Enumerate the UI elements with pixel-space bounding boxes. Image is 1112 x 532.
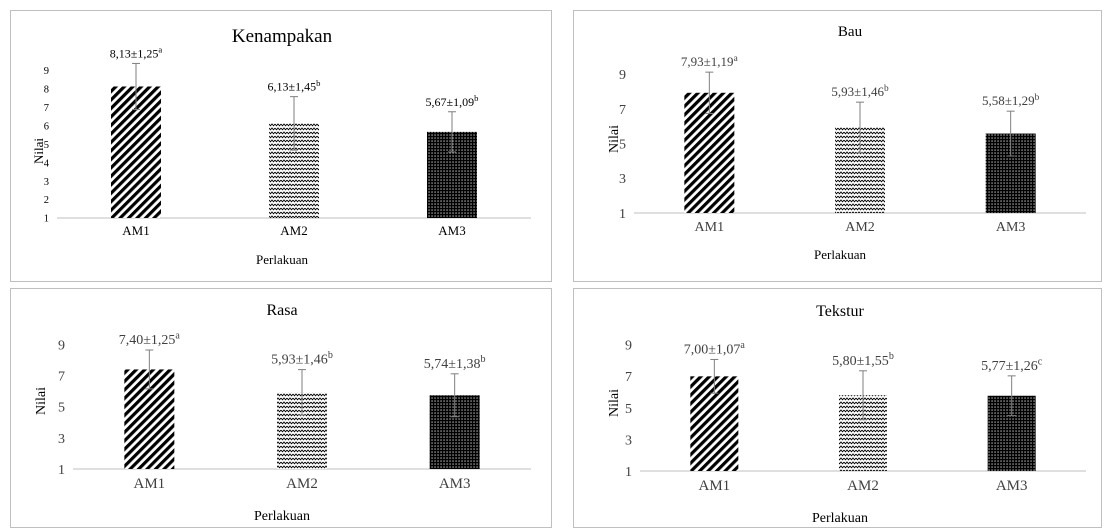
x-tick-label: AM2 [280,223,307,238]
x-tick-label: AM1 [698,478,730,494]
chart-panel-bau: Bau Perlakuan Nilai 1 3 5 7 9 7,93±1,19a AM1 5,… [573,10,1102,282]
data-label: 7,00±1,07a [684,340,746,358]
x-tick-label: AM1 [133,476,165,492]
significance-letter: a [158,45,162,55]
chart-bau: Bau Perlakuan Nilai 1 3 5 7 9 7,93±1,19a AM1 5,… [607,24,1086,262]
y-tick-label: 5 [619,138,626,153]
data-label: 6,13±1,45b [268,78,321,94]
y-tick-label: 3 [619,172,626,187]
y-tick-label: 5 [58,401,65,416]
chart-kenampakan: Kenampakan Perlakuan Nilai 1 2 3 4 5 6 7 8 9 8,13… [31,26,531,267]
y-tick-label: 9 [625,339,632,354]
data-label: 5,67±1,09b [426,93,479,109]
significance-letter: b [889,351,894,362]
data-label: 5,74±1,38b [424,354,486,372]
y-tick-label: 9 [44,66,49,77]
chart-title: Kenampakan [232,26,333,47]
x-tick-label: AM1 [122,223,149,238]
data-label: 5,80±1,55b [832,351,894,369]
plot-area: 1 2 3 4 5 6 7 8 9 8,13±1,25a AM1 6,13±1,45b AM2 5,67±… [44,45,531,238]
plot-area: 1 3 5 7 9 7,93±1,19a AM1 5,93±1,46b AM2 5,58±1,29… [619,54,1086,235]
significance-letter: a [740,340,745,351]
plot-area: 1 3 5 7 9 7,40±1,25a AM1 5,93±1,46b AM2 5,74±1,38… [58,330,531,492]
y-tick-label: 9 [58,338,65,353]
chart-title: Rasa [266,302,297,319]
data-label: 5,58±1,29b [982,93,1040,108]
x-tick-label: AM2 [286,476,318,492]
significance-letter: a [175,330,180,341]
x-tick-label: AM3 [438,223,465,238]
chart-title: Bau [838,24,863,40]
x-axis-label: Perlakuan [256,252,308,267]
data-label: 5,93±1,46b [271,350,333,368]
significance-letter: b [474,93,478,103]
chart-panel-tekstur: Tekstur Perlakuan Nilai 1 3 5 7 9 7,00±1,07a A… [573,288,1102,528]
y-tick-label: 3 [625,433,632,448]
y-tick-label: 1 [44,214,49,225]
y-tick-label: 4 [44,158,50,169]
x-tick-label: AM3 [439,476,471,492]
y-tick-label: 2 [44,195,49,206]
x-tick-label: AM3 [996,220,1026,235]
significance-letter: b [884,84,889,94]
y-axis-label: Nilai [34,387,49,415]
chart-panel-rasa: Rasa Perlakuan Nilai 1 3 5 7 9 7,40±1,25a AM1 5… [10,288,552,528]
significance-letter: c [1038,356,1043,367]
y-axis-label: Nilai [31,138,46,164]
x-axis-label: Perlakuan [814,247,866,262]
y-tick-label: 1 [619,207,626,222]
data-label: 7,40±1,25a [119,330,181,348]
data-label: 5,93±1,46b [831,84,889,99]
y-tick-label: 9 [619,68,626,83]
data-label: 8,13±1,25a [110,45,163,61]
x-tick-label: AM2 [845,220,875,235]
x-tick-label: AM3 [996,478,1028,494]
significance-letter: b [316,78,320,88]
y-tick-label: 6 [44,121,49,132]
significance-letter: b [1035,93,1040,103]
y-tick-label: 7 [625,370,632,385]
y-axis-label: Nilai [607,389,622,417]
significance-letter: b [328,350,333,361]
chart-tekstur: Tekstur Perlakuan Nilai 1 3 5 7 9 7,00±1,07a A… [607,303,1086,526]
significance-letter: a [734,54,739,64]
y-tick-label: 5 [625,402,632,417]
y-tick-label: 7 [58,370,65,385]
y-tick-label: 8 [44,85,49,96]
y-tick-label: 1 [625,465,632,480]
significance-letter: b [480,354,485,365]
y-tick-label: 7 [619,103,626,118]
chart-rasa: Rasa Perlakuan Nilai 1 3 5 7 9 7,40±1,25a AM1 5… [34,302,531,524]
y-tick-label: 3 [58,432,65,447]
y-tick-label: 3 [44,177,49,188]
y-tick-label: 1 [58,463,65,478]
data-label: 7,93±1,19a [681,54,739,69]
x-tick-label: AM1 [695,220,725,235]
y-tick-label: 5 [44,140,49,151]
y-axis-label: Nilai [607,125,622,153]
x-tick-label: AM2 [847,478,879,494]
y-tick-label: 7 [44,103,49,114]
x-axis-label: Perlakuan [254,509,310,524]
chart-panel-kenampakan: Kenampakan Perlakuan Nilai 1 2 3 4 5 6 7 8 9 8,13… [10,10,552,282]
x-axis-label: Perlakuan [812,511,868,526]
chart-title: Tekstur [816,303,864,320]
plot-area: 1 3 5 7 9 7,00±1,07a AM1 5,80±1,55b AM2 5,77±1,26… [625,339,1086,494]
data-label: 5,77±1,26c [981,356,1043,374]
